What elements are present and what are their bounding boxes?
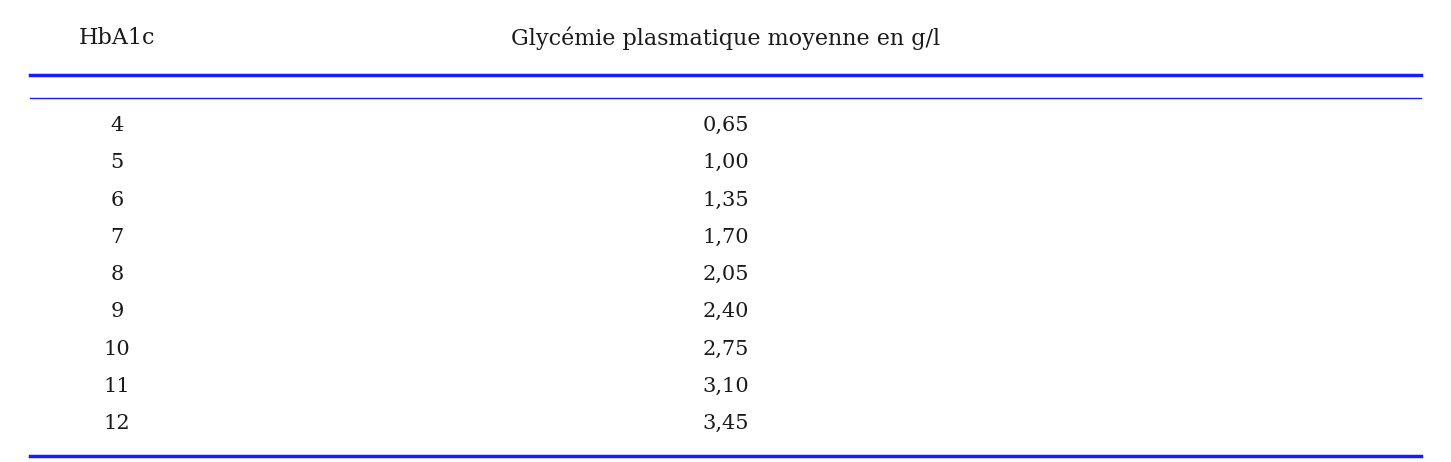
Text: 3,45: 3,45 [702, 414, 749, 433]
Text: 5: 5 [110, 153, 123, 172]
Text: 2,75: 2,75 [702, 340, 749, 359]
Text: 1,00: 1,00 [702, 153, 749, 172]
Text: 2,05: 2,05 [702, 265, 749, 284]
Text: 4: 4 [110, 116, 123, 135]
Text: Glycémie plasmatique moyenne en g/l: Glycémie plasmatique moyenne en g/l [511, 26, 940, 50]
Text: 11: 11 [104, 377, 131, 396]
Text: 3,10: 3,10 [702, 377, 749, 396]
Text: HbA1c: HbA1c [78, 27, 155, 49]
Text: 2,40: 2,40 [702, 302, 749, 322]
Text: 10: 10 [104, 340, 131, 359]
Text: 6: 6 [110, 191, 123, 210]
Text: 9: 9 [110, 302, 123, 322]
Text: 0,65: 0,65 [702, 116, 749, 135]
Text: 1,70: 1,70 [702, 228, 749, 247]
Text: 7: 7 [110, 228, 123, 247]
Text: 1,35: 1,35 [702, 191, 749, 210]
Text: 12: 12 [104, 414, 131, 433]
Text: 8: 8 [110, 265, 123, 284]
